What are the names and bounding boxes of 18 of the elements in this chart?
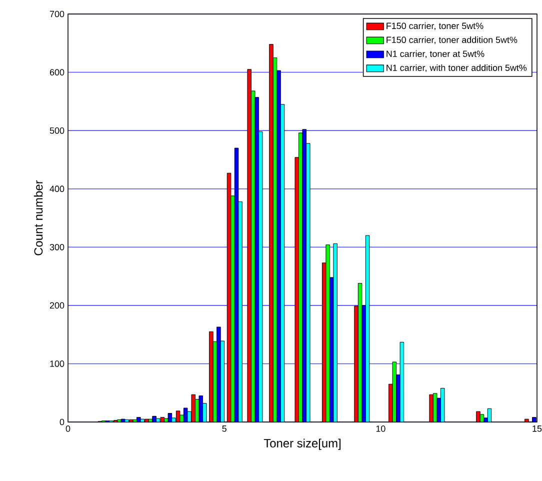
y-tick-label: 400 <box>50 186 64 192</box>
y-tick-label: 700 <box>50 10 64 18</box>
x-tick-label: 10 <box>376 426 386 432</box>
legend-label: N1 carrier, toner at 5wt% <box>386 50 484 58</box>
x-axis-title: Toner size[um] <box>264 438 341 450</box>
y-tick-label: 0 <box>60 418 64 426</box>
x-tick-label: 0 <box>66 426 70 432</box>
legend-label: N1 carrier, with toner addition 5wt% <box>386 64 527 72</box>
y-tick-label: 500 <box>50 127 64 134</box>
y-axis-title: Count number <box>34 180 43 256</box>
legend-label: F150 carrier, toner 5wt% <box>386 22 484 30</box>
y-tick-label: 100 <box>50 360 64 367</box>
y-tick-label: 300 <box>50 244 64 250</box>
legend-label: F150 carrier, toner addition 5wt% <box>386 36 518 44</box>
x-tick-label: 5 <box>222 426 226 432</box>
x-tick-label: 15 <box>532 426 542 432</box>
y-tick-label: 200 <box>50 302 64 309</box>
y-tick-label: 600 <box>50 69 64 76</box>
